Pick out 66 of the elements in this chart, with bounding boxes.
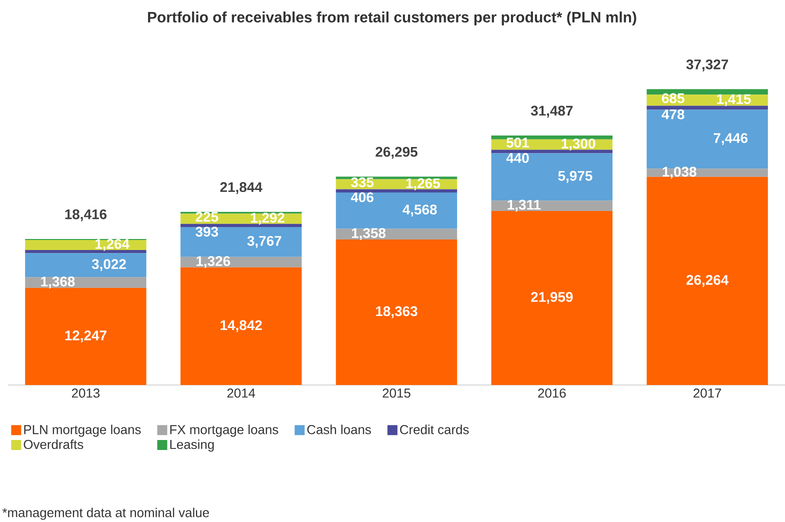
legend-label: Cash loans: [307, 424, 371, 434]
data-label: 1,358: [352, 228, 386, 240]
data-label: 14,842: [220, 320, 262, 332]
data-label: 1,415: [717, 94, 751, 106]
bar: [646, 89, 768, 95]
bar: [25, 250, 146, 254]
legend-label: PLN mortgage loans: [24, 424, 141, 437]
data-label: 7,446: [714, 133, 748, 146]
bar: [336, 189, 458, 192]
data-label: 21,959: [531, 292, 573, 304]
bar: [180, 226, 302, 257]
legend-label: Credit cards: [400, 424, 469, 434]
data-label: 26,264: [686, 274, 729, 287]
data-label: 1,368: [41, 276, 75, 288]
data-label: 4,568: [402, 204, 437, 217]
data-label: 1,326: [196, 256, 230, 268]
data-label: 1,265: [406, 178, 440, 190]
bar: [25, 240, 146, 250]
bar: [25, 253, 146, 278]
bar: [180, 267, 302, 385]
data-label: 406: [350, 192, 374, 202]
x-tick-label: 2013: [72, 388, 100, 398]
bar: [336, 239, 458, 385]
bar: [336, 192, 458, 229]
data-label: 1,038: [662, 166, 696, 179]
data-label: 225: [196, 212, 218, 222]
total-label: 21,844: [220, 182, 262, 194]
total-label: 31,487: [530, 106, 573, 118]
data-label: 335: [350, 177, 374, 188]
chart-title: Portfolio of receivables from retail customers per product* (PLN mln): [148, 12, 636, 26]
data-label: 393: [196, 226, 218, 237]
x-tick-label: 2015: [382, 388, 410, 398]
data-label: 3,767: [247, 236, 282, 248]
total-label: 37,327: [686, 59, 728, 72]
bar: [646, 106, 768, 110]
bar: [25, 288, 146, 385]
legend-label: Overdrafts: [24, 440, 84, 450]
bar: [491, 153, 613, 201]
bar: [646, 168, 768, 177]
bar: [491, 210, 613, 385]
text: *management data at nominal value: [2, 508, 209, 520]
data-label: 685: [662, 93, 684, 104]
bar: [25, 277, 146, 288]
bar: [491, 150, 613, 154]
legend-label: FX mortgage loans: [170, 424, 278, 437]
data-label: 501: [506, 138, 529, 148]
bar: [336, 228, 458, 240]
data-label: 12,247: [65, 330, 106, 342]
data-label: 440: [506, 153, 529, 163]
data-label: 1,300: [562, 138, 596, 151]
x-tick-label: 2016: [538, 388, 566, 398]
x-tick-label: 2014: [227, 388, 256, 398]
data-label: 3,022: [92, 259, 126, 272]
data-label: 1,292: [250, 212, 284, 225]
bar: [180, 224, 302, 227]
data-label: 5,975: [558, 170, 592, 183]
data-label: 1,311: [508, 200, 541, 212]
x-tick-label: 2017: [694, 388, 722, 398]
data-label: 18,363: [376, 306, 418, 318]
bar: [491, 135, 613, 140]
legend-label: Leasing: [170, 440, 214, 452]
data-label: 478: [662, 109, 684, 120]
total-label: 26,295: [376, 146, 418, 159]
total-label: 18,416: [65, 209, 107, 222]
bar: [491, 200, 613, 211]
data-label: 1,264: [96, 238, 130, 251]
